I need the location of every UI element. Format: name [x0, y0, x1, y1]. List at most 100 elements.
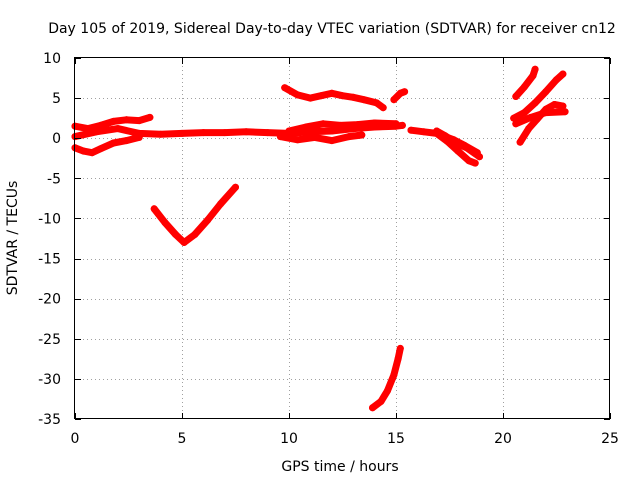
data-point [379, 104, 387, 112]
data-point [336, 121, 344, 129]
plot-frame [74, 57, 610, 419]
data-point [328, 89, 336, 97]
data-point [191, 231, 199, 238]
x-tick-label: 25 [601, 431, 619, 447]
data-point [232, 183, 239, 191]
x-tick-label: 10 [280, 431, 298, 447]
data-point [510, 114, 518, 122]
series-arc-late-c [437, 131, 481, 157]
y-tick-label: -35 [38, 412, 61, 428]
data-point [80, 147, 88, 155]
data-point [471, 159, 479, 167]
data-point [122, 116, 130, 124]
data-point [525, 125, 533, 133]
y-axis-label: SDTVAR / TECUs [5, 181, 21, 296]
data-point [84, 125, 92, 133]
data-point [242, 128, 250, 136]
data-point [317, 92, 325, 100]
y-tick-label: 10 [43, 51, 61, 67]
data-point [360, 96, 368, 104]
data-point [114, 125, 122, 133]
data-point [516, 138, 524, 146]
data-point [135, 133, 143, 141]
x-axis-label: GPS time / hours [281, 459, 398, 475]
data-point [550, 101, 558, 108]
data-point [135, 117, 143, 125]
data-point [157, 130, 165, 138]
data-point [345, 133, 353, 141]
data-point [204, 216, 212, 224]
data-point [561, 108, 569, 116]
data-point [369, 404, 376, 412]
data-point [264, 129, 272, 137]
data-point [328, 137, 336, 145]
y-tick-label: -10 [38, 211, 61, 227]
data-point [349, 93, 357, 101]
data-point [461, 141, 468, 149]
data-series [71, 65, 569, 412]
data-point [294, 91, 302, 99]
data-point [396, 344, 404, 352]
data-point [390, 371, 398, 379]
data-point [97, 145, 105, 153]
data-point [110, 139, 117, 147]
x-tick-label: 5 [178, 431, 187, 447]
data-point [401, 88, 409, 96]
data-point [529, 72, 537, 80]
data-point [285, 127, 293, 135]
data-point [339, 92, 346, 100]
y-tick-label: -25 [38, 332, 61, 348]
x-tick-label: 15 [387, 431, 405, 447]
data-point [221, 129, 229, 137]
data-point [294, 136, 302, 144]
data-point [390, 96, 398, 104]
data-point [398, 121, 406, 129]
data-point [373, 99, 381, 107]
data-point [281, 84, 289, 92]
data-point [276, 133, 284, 141]
data-point [531, 99, 539, 107]
y-tick-label: -30 [38, 372, 61, 388]
data-point [512, 120, 520, 128]
data-point [437, 131, 445, 139]
data-point [531, 65, 539, 73]
series-arc-end-d [512, 108, 569, 128]
data-point [394, 355, 402, 363]
data-point [420, 128, 428, 136]
y-tick-label: 0 [52, 131, 61, 147]
data-point [520, 109, 528, 117]
data-point [358, 131, 366, 139]
series-arc-high-midday [281, 84, 387, 112]
data-point [450, 136, 458, 144]
y-tick-label: 5 [52, 91, 61, 107]
axis-ticks [75, 58, 611, 420]
data-point [302, 123, 310, 131]
data-point [383, 387, 391, 395]
data-point [465, 157, 473, 165]
data-point [161, 219, 169, 226]
data-point [172, 231, 180, 238]
data-point [559, 70, 567, 78]
y-tick-labels: 10 5 0 -5 -10 -15 -20 -25 -30 -35 [38, 51, 61, 428]
data-point [354, 121, 361, 129]
data-point [553, 76, 560, 84]
data-point [542, 88, 550, 96]
data-point [512, 93, 520, 100]
data-point [97, 121, 105, 129]
data-point [217, 200, 224, 208]
data-point [199, 129, 207, 137]
x-tick-labels: 0 5 10 15 20 25 [71, 431, 619, 447]
data-point [178, 129, 186, 137]
data-point [520, 83, 528, 91]
y-tick-label: -20 [38, 292, 61, 308]
data-point [110, 117, 117, 125]
data-point [527, 113, 535, 121]
data-point [473, 149, 481, 157]
data-point [377, 397, 385, 405]
data-point [392, 120, 400, 128]
data-point [328, 127, 336, 135]
x-tick-label: 20 [494, 431, 512, 447]
data-point [146, 113, 154, 121]
data-point [150, 205, 158, 213]
